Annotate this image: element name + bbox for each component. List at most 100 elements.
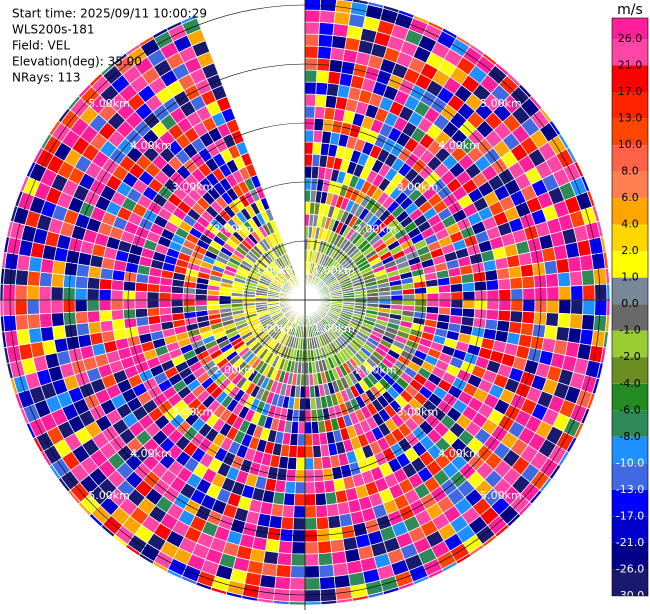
colorbar-tick-label: -17.0	[616, 509, 644, 522]
radar-gate	[110, 299, 124, 311]
radar-gate	[98, 309, 113, 322]
colorbar-band	[612, 18, 648, 39]
radar-gate	[304, 93, 317, 107]
radar-gate	[450, 291, 464, 301]
radar-gate	[326, 503, 340, 518]
radar-gate	[316, 69, 330, 84]
radar-gate	[40, 326, 55, 343]
radar-gate	[546, 286, 560, 301]
radar-gate	[319, 443, 331, 458]
radar-gate	[321, 455, 333, 470]
colorbar-band	[612, 357, 648, 384]
radar-gate	[304, 421, 313, 435]
radar-gate	[354, 296, 368, 301]
colorbar-band	[612, 198, 648, 225]
radar-gate	[438, 299, 452, 308]
radar-gate	[506, 254, 521, 269]
radar-gate	[111, 318, 126, 331]
radar-gate	[123, 317, 138, 329]
radar-gate	[288, 601, 306, 606]
radar-gate	[519, 263, 535, 278]
radar-gate	[26, 299, 40, 315]
radar-gate	[206, 299, 220, 306]
radar-gate	[311, 420, 320, 435]
colorbar-tick-label: 10.0	[618, 138, 643, 151]
radar-gate	[567, 327, 582, 344]
header-line: WLS200s-181	[12, 23, 95, 37]
radar-gate	[182, 299, 196, 307]
radar-gate	[288, 589, 306, 603]
radar-gate	[426, 299, 440, 308]
radar-gate	[331, 35, 348, 50]
radar-gate	[27, 313, 41, 330]
header-line: Field: VEL	[12, 39, 70, 53]
range-ring-label: 4.00km	[438, 447, 480, 460]
radar-gate	[304, 141, 314, 155]
radar-gate	[290, 553, 306, 567]
colorbar-tick-label: -1.0	[619, 324, 640, 337]
radar-gate	[276, 552, 293, 566]
range-ring-label: 2.00km	[355, 364, 397, 377]
radar-gate	[134, 307, 149, 319]
radar-gate	[594, 299, 608, 317]
radar-gate	[521, 275, 536, 289]
colorbar-tick-label: 2.0	[621, 244, 639, 257]
plot-axes	[0, 0, 610, 610]
radar-gate	[378, 295, 392, 301]
radar-gate	[122, 308, 137, 320]
radar-gate	[304, 505, 317, 519]
colorbar-tick-label: 4.0	[621, 218, 639, 231]
radar-field	[0, 0, 611, 606]
radar-gate	[146, 307, 161, 317]
radar-gate	[98, 288, 112, 301]
radar-gate	[310, 409, 319, 423]
radar-gate	[558, 285, 572, 301]
radar-gate	[292, 517, 306, 531]
radar-gate	[497, 278, 512, 291]
radar-gate	[402, 293, 416, 301]
radar-gate	[473, 280, 488, 292]
range-ring-label: 4.00km	[130, 447, 172, 460]
colorbar-band	[612, 410, 648, 437]
range-ring-label: 1.00km	[255, 264, 297, 277]
radar-gate	[606, 283, 611, 301]
radar-gate	[89, 331, 104, 346]
range-ring-label: 5.00km	[480, 489, 522, 502]
radar-gate	[304, 349, 309, 363]
radar-gate	[318, 22, 335, 36]
radar-gate	[319, 588, 337, 602]
radar-gate	[75, 322, 91, 337]
radar-gate	[313, 468, 325, 483]
radar-gate	[332, 562, 349, 577]
radar-gate	[87, 321, 102, 335]
colorbar-tick-label: 1.0	[621, 271, 639, 284]
radar-gate	[312, 456, 324, 471]
radar-gate	[110, 309, 125, 321]
radar-gate	[2, 299, 16, 317]
radar-gate	[438, 292, 452, 301]
radar-gate	[498, 288, 512, 301]
colorbar-tick-label: -4.0	[619, 377, 640, 390]
radar-gate	[570, 299, 584, 315]
radar-gate	[16, 254, 31, 272]
radar-gate	[304, 373, 310, 387]
radar-gate	[317, 34, 334, 48]
radar-gate	[317, 45, 332, 60]
range-ring-label: 3.00km	[172, 405, 214, 418]
colorbar-band	[612, 436, 648, 464]
radar-gate	[293, 493, 306, 507]
radar-gate	[26, 285, 40, 301]
colorbar-tick-label: -8.0	[619, 430, 640, 443]
radar-gate	[331, 550, 348, 565]
colorbar-tick-label: 21.0	[618, 59, 643, 72]
colorbar-band	[612, 463, 648, 490]
colorbar-tick-label: 13.0	[618, 112, 643, 125]
radar-gate	[261, 562, 278, 577]
radar-gate	[98, 299, 112, 312]
radar-gate	[582, 299, 596, 316]
radar-gate	[311, 432, 321, 447]
radar-gate	[314, 492, 327, 507]
radar-gate	[15, 314, 29, 331]
colorbar-tick-label: -6.0	[619, 403, 640, 416]
